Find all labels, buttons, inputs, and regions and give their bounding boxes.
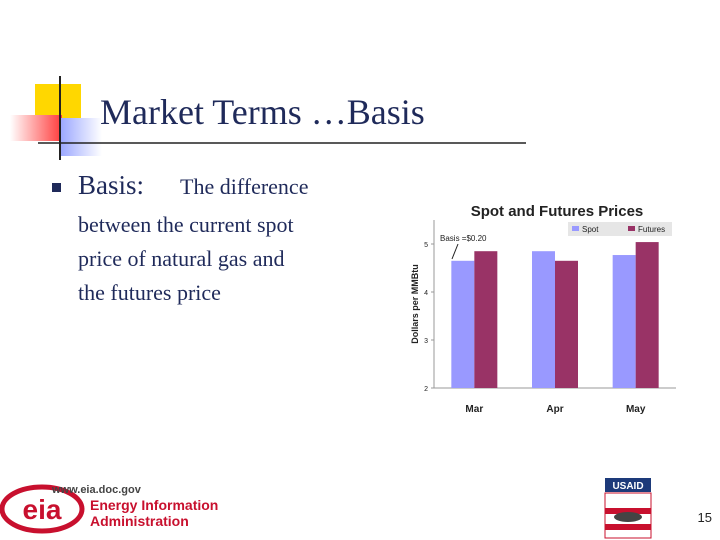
- x-tick-label: May: [626, 404, 646, 415]
- legend-label: Spot: [582, 225, 599, 234]
- slide-title: Market Terms …Basis: [100, 92, 425, 132]
- bar: [612, 255, 636, 388]
- y-tick-label: 2: [424, 386, 428, 393]
- bullet-text: price of natural gas and: [78, 246, 284, 271]
- annotation-arrow: [451, 243, 459, 260]
- usaid-stripe: [605, 508, 651, 514]
- y-tick-label: 5: [424, 242, 428, 249]
- legend-swatch: [572, 226, 579, 231]
- deco-rect: [10, 115, 62, 141]
- y-axis-label: Dollars per MMBtu: [410, 264, 420, 344]
- logo-mark: eia: [23, 494, 62, 525]
- x-tick-label: Mar: [465, 404, 483, 415]
- bullet-text: The difference: [180, 174, 308, 199]
- bullet-text: between the current spot: [78, 212, 294, 237]
- usaid-hands: [614, 512, 642, 522]
- bar: [635, 242, 659, 388]
- legend-label: Futures: [638, 225, 665, 234]
- annotation: Basis =$0.20: [440, 234, 487, 243]
- bar: [532, 251, 555, 388]
- page-number: 15: [698, 510, 712, 525]
- logo-text: Administration: [90, 513, 189, 529]
- eia-logo: eia www.eia.doc.gov Energy Information A…: [0, 484, 218, 534]
- bar: [555, 260, 578, 388]
- y-tick-label: 3: [424, 338, 428, 345]
- logo-ring: [0, 484, 85, 534]
- chart: Spot and Futures Prices Dollars per MMBt…: [410, 203, 676, 415]
- deco-square: [60, 118, 102, 156]
- chart-title: Spot and Futures Prices: [471, 203, 644, 220]
- legend-swatch: [628, 226, 635, 231]
- usaid-logo: USAID: [604, 478, 652, 539]
- y-tick-label: 4: [424, 290, 428, 297]
- logo-text: Energy Information: [90, 497, 218, 513]
- legend-box: [568, 222, 672, 236]
- x-tick-label: Apr: [546, 404, 563, 415]
- bar: [451, 260, 475, 388]
- bullet: [52, 183, 61, 192]
- logo-url: www.eia.doc.gov: [51, 484, 142, 496]
- usaid-stripe: [605, 524, 651, 530]
- bar: [474, 251, 498, 388]
- bullet-text: the futures price: [78, 280, 221, 305]
- usaid-text: USAID: [612, 481, 643, 492]
- usaid-band: [605, 478, 651, 492]
- bullet-term: Basis:: [78, 170, 144, 200]
